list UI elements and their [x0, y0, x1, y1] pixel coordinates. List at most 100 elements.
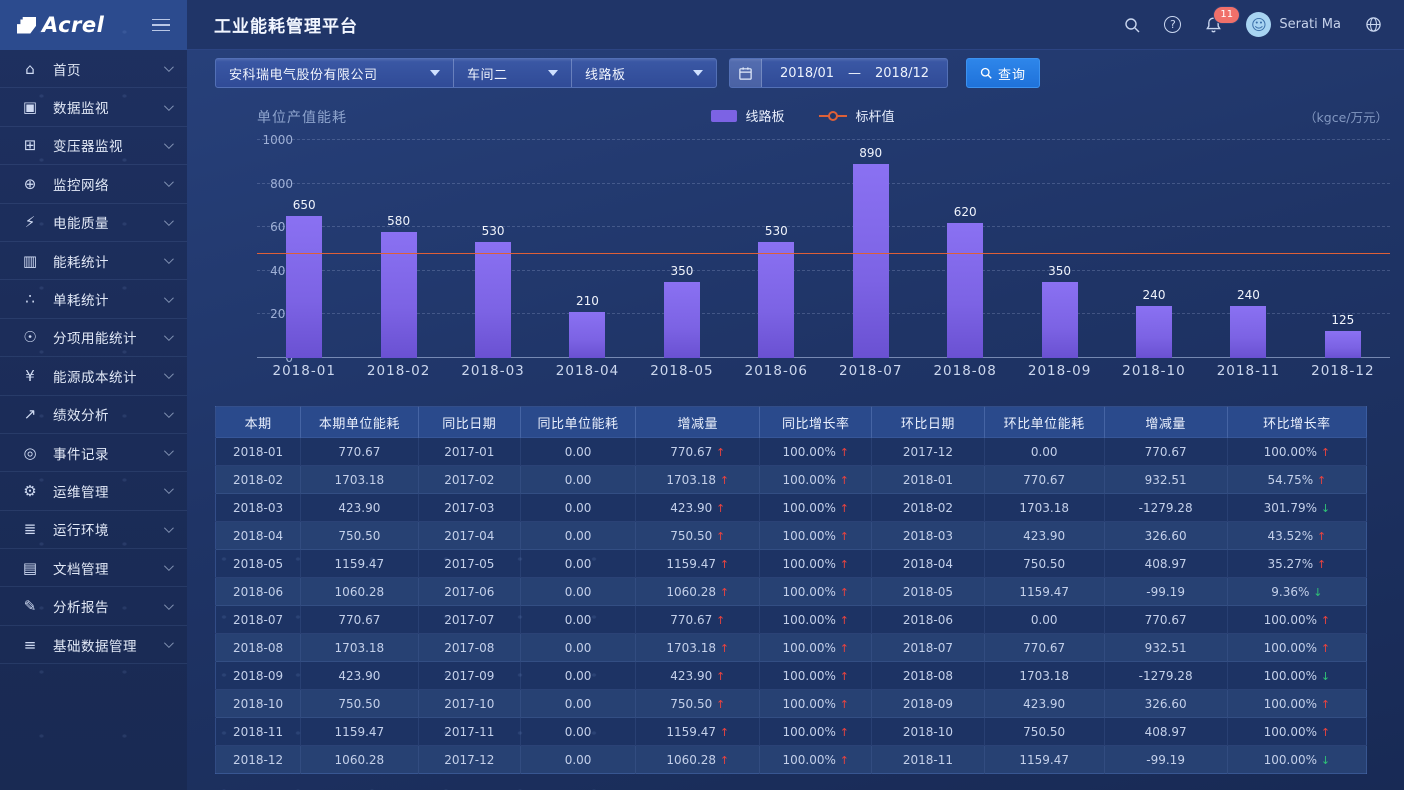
y-axis-tick: 0 — [285, 351, 293, 365]
table-cell: 408.97 — [1104, 549, 1228, 578]
table-cell: 932.51 — [1104, 465, 1228, 494]
table-cell: 2018-10 — [871, 717, 985, 746]
table-cell: 770.67 — [1104, 605, 1228, 634]
date-separator: — — [848, 65, 862, 81]
caret-down-icon — [693, 70, 703, 76]
table-row: 2018-12 1060.28 2017-12 0.00 1060.28 ↑ 100.00… — [215, 745, 1367, 774]
sidebar-item-power-quality[interactable]: ⚡ 电能质量 — [0, 204, 187, 242]
table-cell: 0.00 — [520, 493, 637, 522]
sidebar-item-energy-statistics[interactable]: ▥ 能耗统计 — [0, 242, 187, 281]
date-range-picker[interactable]: 2018/01 — 2018/12 — [729, 58, 949, 88]
sidebar-item-label: 事件记录 — [53, 446, 109, 463]
workshop-select[interactable]: 车间二 — [453, 59, 571, 87]
sidebar-item-document-management[interactable]: ▤ 文档管理 — [0, 549, 187, 588]
chart-title: 单位产值能耗 — [257, 110, 347, 126]
chevron-down-icon — [163, 638, 174, 649]
sidebar-item-event-records[interactable]: ◎ 事件记录 — [0, 434, 187, 473]
notification-bell-icon[interactable]: 11 — [1205, 5, 1241, 34]
bar-2018-08: 620 — [918, 140, 1012, 358]
query-button[interactable]: 查询 — [966, 58, 1041, 88]
table-row: 2018-08 1703.18 2017-08 0.00 1703.18 ↑ 100.00… — [215, 633, 1367, 662]
search-icon[interactable] — [1124, 17, 1140, 33]
language-globe-icon[interactable] — [1365, 16, 1382, 33]
table-cell: 750.50 — [984, 717, 1105, 746]
legend-item-benchmark[interactable]: 标杆值 — [818, 106, 895, 125]
brand-logo[interactable]: Acrel — [17, 13, 104, 37]
benchmark-line — [257, 253, 1390, 255]
arrow-up-icon: ↑ — [1317, 473, 1327, 487]
user-menu[interactable]: ☺ Serati Ma — [1246, 12, 1341, 37]
header-actions: ? 11 ☺ Serati Ma — [1124, 5, 1382, 37]
sidebar-item-operating-environment[interactable]: ≣ 运行环境 — [0, 511, 187, 550]
sidebar-item-unit-consumption-stats[interactable]: ∴ 单耗统计 — [0, 280, 187, 319]
legend-item-bar-series[interactable]: 线路板 — [710, 106, 785, 125]
chevron-down-icon — [163, 523, 174, 533]
table-cell: 2018-09 — [871, 689, 985, 718]
table-cell: 2018-08 — [871, 661, 985, 690]
arrow-up-icon: ↑ — [1320, 641, 1331, 655]
bar-chart: 0 200 400 600 800 1000 650 580 530 210 350 530 890 6… — [215, 133, 1390, 384]
bar-2018-04: 210 — [540, 140, 634, 358]
subitem-energy-stats-icon: ☉ — [23, 328, 37, 347]
table-cell: 100.00% ↑ — [759, 745, 873, 774]
sidebar-item-label: 变压器监视 — [53, 139, 123, 156]
table-cell: 1159.47 ↑ — [635, 717, 761, 746]
arrow-up-icon: ↑ — [719, 641, 730, 655]
table-cell: 100.00% ↑ — [759, 661, 873, 690]
x-axis: 2018-01 2018-02 2018-03 2018-04 2018-05 2018-… — [257, 358, 1390, 384]
gridline — [257, 269, 1390, 271]
notification-badge: 11 — [1213, 5, 1241, 24]
transformer-monitoring-icon: ⊞ — [23, 136, 37, 155]
table-cell: 0.00 — [520, 661, 637, 690]
arrow-up-icon: ↑ — [716, 501, 726, 515]
arrow-up-icon: ↑ — [839, 473, 849, 487]
table-cell: 2017-06 — [418, 577, 522, 606]
sidebar-item-monitoring-network[interactable]: ⊕ 监控网络 — [0, 165, 187, 204]
arrow-up-icon: ↑ — [716, 529, 726, 543]
table-cell: 423.90 — [984, 689, 1105, 718]
bar-2018-03: 530 — [446, 140, 540, 358]
sidebar-item-performance-analysis[interactable]: ↗ 绩效分析 — [0, 396, 187, 434]
sidebar-item-data-monitoring[interactable]: ▣ 数据监视 — [0, 88, 187, 127]
column-header: 同比日期 — [418, 406, 522, 438]
column-header: 同比增长率 — [759, 406, 873, 438]
sidebar-item-analysis-reports[interactable]: ✎ 分析报告 — [0, 587, 187, 626]
sidebar-item-operation-maintenance[interactable]: ⚙ 运维管理 — [0, 472, 187, 511]
x-axis-tick: 2018-03 — [461, 363, 525, 379]
x-axis-tick: 2018-06 — [744, 363, 809, 379]
arrow-up-icon: ↑ — [839, 641, 849, 655]
column-header: 增减量 — [635, 406, 761, 438]
menu-collapse-icon[interactable] — [150, 15, 172, 36]
sidebar-item-basic-data-management[interactable]: ≡ 基础数据管理 — [0, 626, 187, 665]
company-select[interactable]: 安科瑞电气股份有限公司 — [216, 59, 453, 87]
table-row: 2018-11 1159.47 2017-11 0.00 1159.47 ↑ 100.00… — [215, 717, 1367, 746]
table-cell: 2017-03 — [418, 493, 522, 522]
gridline — [257, 139, 1390, 140]
power-quality-icon: ⚡ — [24, 213, 36, 232]
arrow-up-icon: ↑ — [839, 697, 849, 711]
table-cell: 1159.47 — [300, 717, 419, 746]
bar-value-label: 620 — [953, 204, 977, 219]
table-cell: 1060.28 ↑ — [635, 577, 761, 606]
sidebar-item-home[interactable]: ⌂ 首页 — [0, 50, 187, 89]
bar-rect — [569, 312, 606, 358]
arrow-up-icon: ↑ — [716, 445, 726, 459]
sidebar-item-subitem-energy-stats[interactable]: ☉ 分项用能统计 — [0, 319, 187, 358]
table-cell: 423.90 ↑ — [635, 493, 761, 522]
bar-value-label: 125 — [1331, 312, 1355, 327]
table-cell: 0.00 — [520, 745, 637, 774]
table-cell: 1703.18 ↑ — [635, 633, 761, 662]
table-cell: 2017-12 — [871, 437, 985, 466]
table-cell: -99.19 — [1104, 745, 1228, 774]
bar-2018-09: 350 — [1012, 140, 1106, 358]
line-select[interactable]: 线路板 — [571, 59, 716, 87]
sidebar-item-transformer-monitoring[interactable]: ⊞ 变压器监视 — [0, 127, 187, 166]
table-cell: 423.90 — [984, 521, 1105, 550]
bar-rect — [286, 216, 323, 358]
unit-consumption-stats-icon: ∴ — [25, 290, 35, 309]
table-cell: 1060.28 — [300, 577, 419, 606]
sidebar-item-energy-cost-stats[interactable]: ¥ 能源成本统计 — [0, 357, 187, 396]
filter-bar: 安科瑞电气股份有限公司 车间二 线路板 2018/01 — 2018/12 — [215, 58, 1376, 88]
help-icon[interactable]: ? — [1164, 16, 1182, 33]
sidebar-item-label: 单耗统计 — [53, 293, 109, 310]
